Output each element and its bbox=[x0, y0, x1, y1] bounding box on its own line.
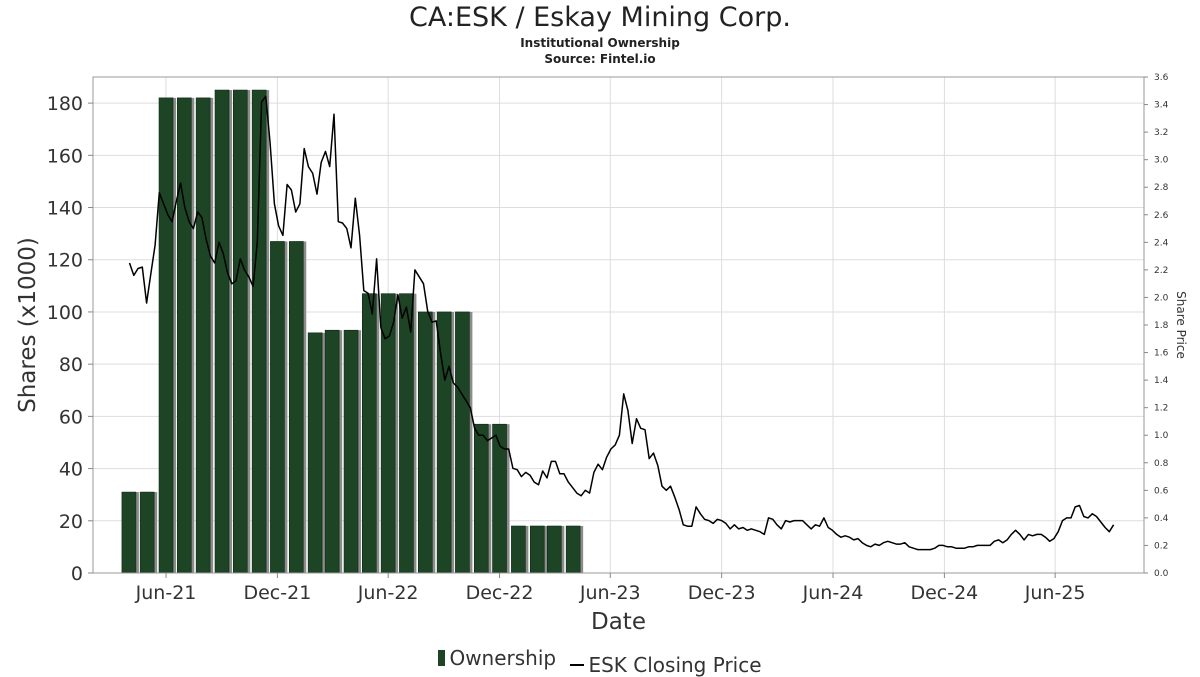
right-tick-label: 2.4 bbox=[1154, 238, 1169, 248]
chart-source: Source: Fintel.io bbox=[544, 52, 656, 66]
right-tick-label: 2.2 bbox=[1154, 266, 1168, 276]
right-tick-label: 1.2 bbox=[1154, 404, 1168, 414]
ownership-bar bbox=[324, 329, 340, 574]
left-tick-label: 140 bbox=[47, 198, 83, 220]
left-tick-label: 40 bbox=[59, 459, 83, 481]
legend: Ownership ESK Closing Price bbox=[0, 646, 1200, 677]
ownership-bar bbox=[307, 332, 323, 574]
x-tick-label: Dec-23 bbox=[688, 582, 756, 604]
ownership-bar bbox=[455, 311, 470, 574]
legend-label-price: ESK Closing Price bbox=[588, 653, 762, 677]
ownership-bar bbox=[529, 525, 545, 574]
grid-lines bbox=[93, 77, 1144, 574]
x-tick-label: Jun-22 bbox=[357, 582, 419, 604]
y-axis-label-right: Share Price bbox=[1174, 291, 1188, 359]
left-tick-label: 160 bbox=[47, 145, 83, 167]
x-tick-label: Jun-24 bbox=[802, 582, 864, 604]
ownership-bar bbox=[195, 97, 211, 574]
x-tick-label: Dec-22 bbox=[466, 582, 534, 604]
y-axis-label-left: Shares (x1000) bbox=[15, 237, 41, 413]
right-tick-label: 0.8 bbox=[1154, 459, 1169, 469]
right-tick-label: 2.0 bbox=[1154, 293, 1169, 303]
ownership-bar bbox=[565, 525, 581, 574]
x-tick-label: Jun-25 bbox=[1024, 582, 1086, 604]
ownership-bar bbox=[288, 241, 304, 574]
ownership-bar bbox=[121, 491, 137, 574]
ownership-bar bbox=[436, 311, 452, 574]
left-tick-label: 20 bbox=[59, 511, 83, 533]
right-tick-label: 1.6 bbox=[1154, 349, 1169, 359]
left-tick-label: 180 bbox=[47, 93, 83, 115]
right-tick-label: 0.2 bbox=[1154, 541, 1168, 551]
legend-label-ownership: Ownership bbox=[449, 646, 557, 670]
ownership-bar bbox=[214, 89, 230, 574]
legend-bar-swatch bbox=[438, 650, 446, 666]
ownership-bar bbox=[473, 423, 489, 574]
right-tick-label: 0.0 bbox=[1154, 569, 1169, 579]
ownership-bar bbox=[399, 293, 414, 574]
x-tick-label: Jun-21 bbox=[135, 582, 197, 604]
ownership-bar bbox=[417, 311, 433, 574]
x-tick-label: Dec-21 bbox=[243, 582, 311, 604]
right-tick-label: 1.8 bbox=[1154, 321, 1169, 331]
ownership-bar bbox=[361, 293, 377, 574]
x-tick-label: Dec-24 bbox=[910, 582, 978, 604]
right-tick-label: 2.8 bbox=[1154, 183, 1169, 193]
price-line bbox=[128, 95, 1115, 551]
ownership-bars bbox=[121, 89, 584, 574]
ownership-bar bbox=[158, 97, 174, 574]
ownership-bar bbox=[546, 525, 562, 574]
left-tick-label: 100 bbox=[47, 302, 83, 324]
right-tick-label: 3.4 bbox=[1154, 101, 1169, 111]
right-axis: 0.0 0.2 0.4 0.6 0.8 1.0 1.2 1.4 1.6 1.8 2.0 2.2 2.4 2… bbox=[1144, 73, 1169, 579]
ownership-bar bbox=[270, 241, 285, 574]
price-line-layer bbox=[128, 95, 1115, 551]
right-tick-label: 3.2 bbox=[1154, 128, 1168, 138]
ownership-bar bbox=[176, 97, 192, 574]
legend-line-swatch bbox=[570, 664, 585, 666]
ownership-bar bbox=[511, 525, 526, 574]
left-tick-label: 0 bbox=[71, 563, 83, 585]
left-tick-label: 80 bbox=[59, 354, 83, 376]
right-tick-label: 1.0 bbox=[1154, 431, 1169, 441]
x-axis: Jun-21 Dec-21 Jun-22 Dec-22 Jun-23 Dec-23 Jun-… bbox=[135, 573, 1086, 604]
legend-item-ownership: Ownership bbox=[438, 646, 556, 670]
x-tick-label: Jun-23 bbox=[579, 582, 641, 604]
right-tick-label: 3.0 bbox=[1154, 156, 1169, 166]
ownership-bar bbox=[343, 329, 359, 574]
left-tick-label: 120 bbox=[47, 250, 83, 272]
right-tick-label: 2.6 bbox=[1154, 211, 1169, 221]
right-tick-label: 3.6 bbox=[1154, 73, 1169, 83]
x-axis-label: Date bbox=[591, 609, 646, 635]
right-tick-label: 0.6 bbox=[1154, 486, 1169, 496]
plot-frame bbox=[92, 76, 1145, 574]
chart-subtitle: Institutional Ownership bbox=[520, 36, 680, 50]
left-axis: 0 20 40 60 80 100 120 140 160 180 bbox=[47, 93, 93, 585]
ownership-bar bbox=[139, 491, 155, 574]
left-tick-label: 60 bbox=[59, 406, 83, 428]
legend-item-price: ESK Closing Price bbox=[570, 653, 762, 677]
right-tick-label: 1.4 bbox=[1154, 376, 1169, 386]
ownership-bar bbox=[232, 89, 248, 574]
right-tick-label: 0.4 bbox=[1154, 514, 1169, 524]
chart-title: CA:ESK / Eskay Mining Corp. bbox=[409, 2, 791, 33]
